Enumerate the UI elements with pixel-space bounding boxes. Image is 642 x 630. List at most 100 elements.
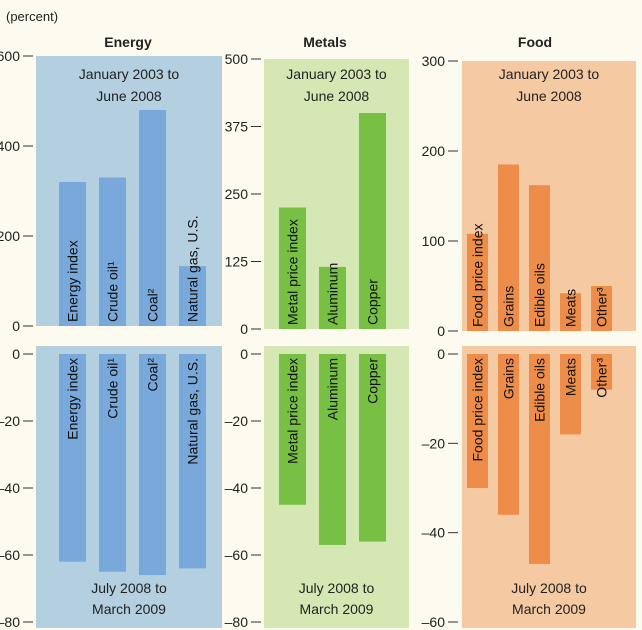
category-label-metal-price-index: Metal price index <box>285 219 301 325</box>
y-tick-label: 250 <box>225 186 249 202</box>
y-tick-label: 375 <box>225 119 249 135</box>
chart-title-metals: Metals <box>303 34 347 50</box>
y-tick-label: 0 <box>437 323 445 339</box>
bar-energy-index <box>59 182 86 326</box>
period-label-line: July 2008 to <box>511 580 587 596</box>
category-label-food-price-index: Food price index <box>470 223 486 327</box>
y-tick-label: 200 <box>0 228 20 244</box>
period-label-line: January 2003 to <box>79 66 180 82</box>
lower-panel-metals: 0 –20 –40 –60 –80 Metal price index Aluminum Co… <box>225 346 409 630</box>
category-label-aluminum: Aluminum <box>325 263 341 325</box>
y-tick-label: –40 <box>422 525 446 541</box>
y-tick-label: 125 <box>225 254 249 270</box>
bar-other <box>591 286 612 331</box>
bar-energy-index <box>59 354 86 562</box>
y-tick-label: 300 <box>422 53 446 69</box>
y-tick-label: –20 <box>0 413 20 429</box>
bar-food-price-index <box>467 354 488 488</box>
bar-grains <box>498 164 519 331</box>
y-tick-label: –40 <box>225 480 249 496</box>
y-tick-label: 600 <box>0 48 20 64</box>
period-label-line: January 2003 to <box>499 66 600 82</box>
y-tick-label: 0 <box>240 346 248 362</box>
chart-group-food: Food 300 200 100 0 Food price index Grains Edib… <box>422 34 636 630</box>
chart-group-energy: Energy 600 400 200 0 Energy index Crude oil¹ Co… <box>0 34 222 630</box>
bar-metal-price-index <box>279 207 306 329</box>
bar-meats <box>560 354 581 435</box>
category-label-copper: Copper <box>365 279 381 325</box>
bar-grains <box>498 354 519 515</box>
bar-meats <box>560 293 581 331</box>
bar-copper <box>359 354 386 542</box>
y-tick-label: 0 <box>12 318 20 334</box>
y-tick-label: –40 <box>0 480 20 496</box>
bar-coal <box>139 354 166 576</box>
y-tick-label: 400 <box>0 138 20 154</box>
period-label-line: January 2003 to <box>286 66 387 82</box>
bar-other <box>591 354 612 390</box>
bar-edible-oils <box>529 185 550 331</box>
category-label-energy-index: Energy index <box>65 240 81 322</box>
bar-coal <box>139 110 166 326</box>
period-label-line: July 2008 to <box>299 580 375 596</box>
period-label-line: March 2009 <box>92 601 166 617</box>
y-tick-label: –80 <box>225 614 249 630</box>
bar-natural-gas-u-s <box>179 354 206 569</box>
bar-aluminum <box>319 266 346 329</box>
period-label-line: March 2009 <box>512 601 586 617</box>
bar-edible-oils <box>529 354 550 564</box>
chart-title-food: Food <box>518 34 552 50</box>
category-label-meats: Meats <box>563 358 579 396</box>
upper-panel-metals: 500 375 250 125 0 Metal price index Aluminum Co… <box>225 51 409 337</box>
category-label-coal: Coal² <box>145 288 161 322</box>
upper-panel-food: 300 200 100 0 Food price index Grains Edible o… <box>422 53 636 339</box>
y-tick-label: –60 <box>225 547 249 563</box>
bar-metal-price-index <box>279 354 306 505</box>
category-label-food-price-index: Food price index <box>470 358 486 462</box>
y-tick-label: 0 <box>240 321 248 337</box>
upper-panel-energy: 600 400 200 0 Energy index Crude oil¹ Coal² Nat… <box>0 48 222 334</box>
category-label-grains: Grains <box>501 286 517 327</box>
period-label-line: June 2008 <box>304 88 370 104</box>
y-tick-label: 100 <box>422 233 446 249</box>
category-label-meats: Meats <box>563 289 579 327</box>
category-label-energy-index: Energy index <box>65 358 81 440</box>
lower-panel-energy: 0 –20 –40 –60 –80 Energy index Crude oil¹ Coal²… <box>0 346 222 630</box>
category-label-crude-oil: Crude oil¹ <box>105 261 121 322</box>
bar-aluminum <box>319 354 346 545</box>
y-tick-label: –20 <box>422 435 446 451</box>
category-label-crude-oil: Crude oil¹ <box>105 358 121 419</box>
chart-title-energy: Energy <box>104 34 152 50</box>
category-label-metal-price-index: Metal price index <box>285 358 301 464</box>
category-label-edible-oils: Edible oils <box>532 358 548 422</box>
lower-panel-food: 0 –20 –40 –60 Food price index Grains Edible o… <box>422 346 636 630</box>
bar-crude-oil <box>99 354 126 572</box>
period-label-line: June 2008 <box>96 88 162 104</box>
bar-food-price-index <box>467 233 488 331</box>
y-tick-label: 200 <box>422 143 446 159</box>
category-label-edible-oils: Edible oils <box>532 263 548 327</box>
category-label-other: Other³ <box>594 358 610 398</box>
y-tick-label: 0 <box>437 346 445 362</box>
y-tick-label: –80 <box>0 614 20 630</box>
category-label-coal: Coal² <box>145 358 161 392</box>
category-label-natural-gas-u-s: Natural gas, U.S. <box>185 358 201 465</box>
category-label-other: Other³ <box>594 287 610 327</box>
bar-natural-gas-u-s <box>179 266 206 326</box>
bar-crude-oil <box>99 177 126 326</box>
category-label-grains: Grains <box>501 358 517 399</box>
y-tick-label: –60 <box>422 614 446 630</box>
category-label-copper: Copper <box>365 358 381 404</box>
chart-group-metals: Metals 500 375 250 125 0 Metal price index Alum… <box>225 34 409 630</box>
category-label-natural-gas-u-s: Natural gas, U.S. <box>185 215 201 322</box>
y-tick-label: –20 <box>225 413 249 429</box>
y-tick-label: 0 <box>12 346 20 362</box>
period-label-line: June 2008 <box>516 88 582 104</box>
unit-label: (percent) <box>6 9 58 24</box>
category-label-aluminum: Aluminum <box>325 358 341 420</box>
bar-copper <box>359 113 386 329</box>
y-tick-label: –60 <box>0 547 20 563</box>
y-tick-label: 500 <box>225 51 249 67</box>
period-label-line: March 2009 <box>300 601 374 617</box>
